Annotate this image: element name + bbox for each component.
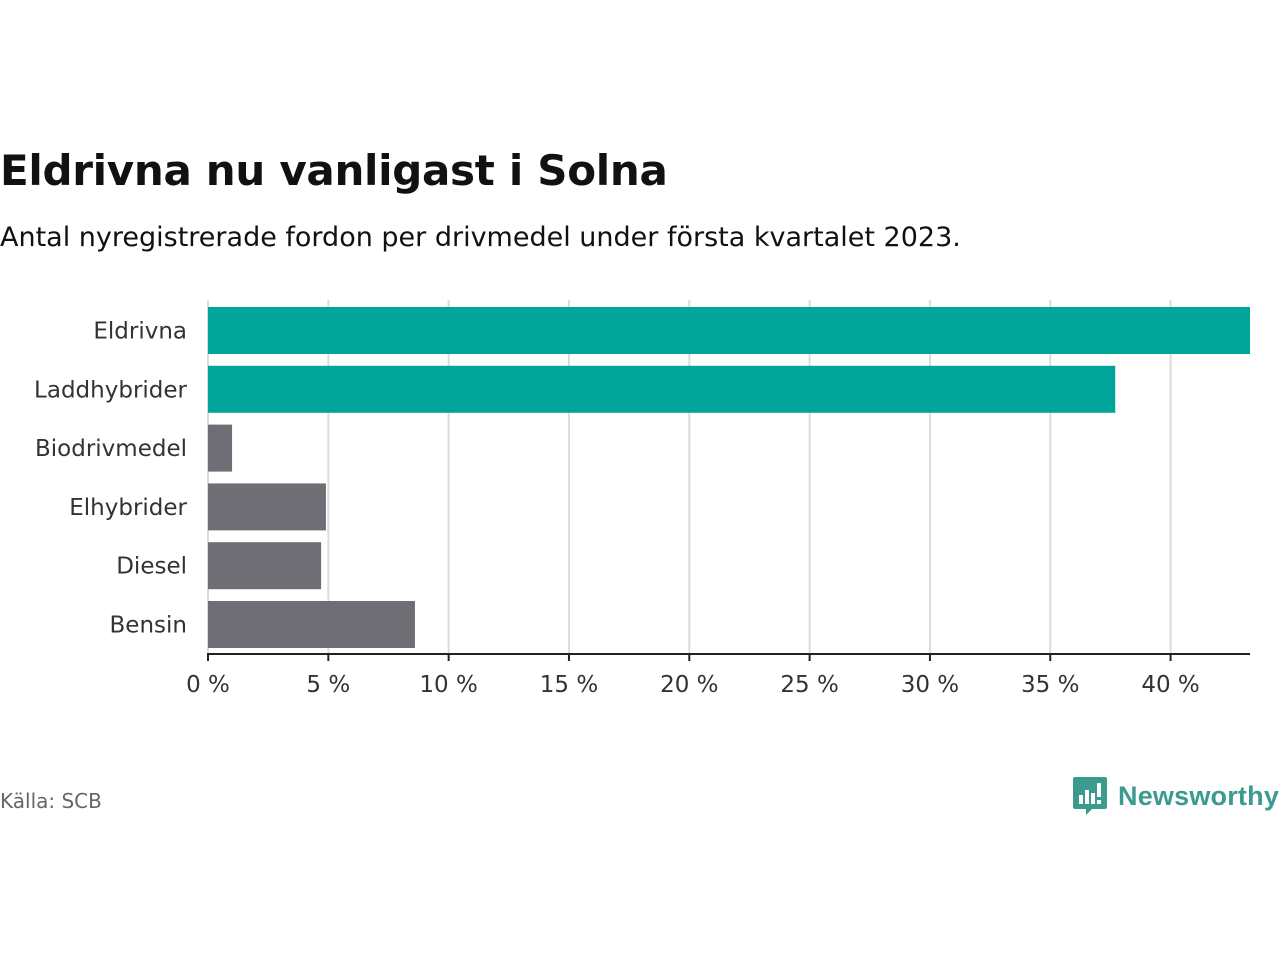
bar-biodrivmedel [208,424,233,472]
category-label: Laddhybrider [34,377,187,403]
category-label: Biodrivmedel [35,436,187,462]
category-labels: Eldrivna Laddhybrider Biodrivmedel Elhybrid… [34,319,187,639]
newsworthy-logo: Newsworthy [1072,775,1279,817]
chart-subtitle: Antal nyregistrerade fordon per drivmede… [0,222,961,253]
bar-laddhybrider [208,365,1116,413]
newsworthy-logo-text: Newsworthy [1118,780,1280,811]
x-tick-label: 40 % [1141,672,1199,698]
chart-title: Eldrivna nu vanligast i Solna [0,146,668,195]
x-tick-label: 0 % [186,672,230,698]
category-label: Elhybrider [69,495,187,521]
bar-eldrivna [208,307,1250,354]
x-tick-label: 5 % [306,672,350,698]
bars [208,307,1250,648]
category-label: Eldrivna [93,319,187,345]
category-label: Bensin [110,613,187,639]
x-tick-label: 25 % [780,672,838,698]
x-tick-label: 15 % [540,672,598,698]
category-label: Diesel [116,554,187,580]
x-tick-label: 35 % [1021,672,1079,698]
bar-bensin [208,601,415,648]
x-tick-label: 30 % [901,672,959,698]
gridlines [207,300,1172,654]
newsworthy-logo-icon [1073,777,1107,815]
bar-elhybrider [208,483,326,531]
x-tick-label: 10 % [419,672,477,698]
bar-diesel [208,542,322,590]
bar-chart: Eldrivna Laddhybrider Biodrivmedel Elhybrid… [34,300,1250,698]
x-axis: 0 % 5 % 10 % 15 % 20 % 25 % 30 % 35 % 40 % [186,653,1250,698]
x-tick-label: 20 % [660,672,718,698]
source-note: Källa: SCB [0,789,102,813]
